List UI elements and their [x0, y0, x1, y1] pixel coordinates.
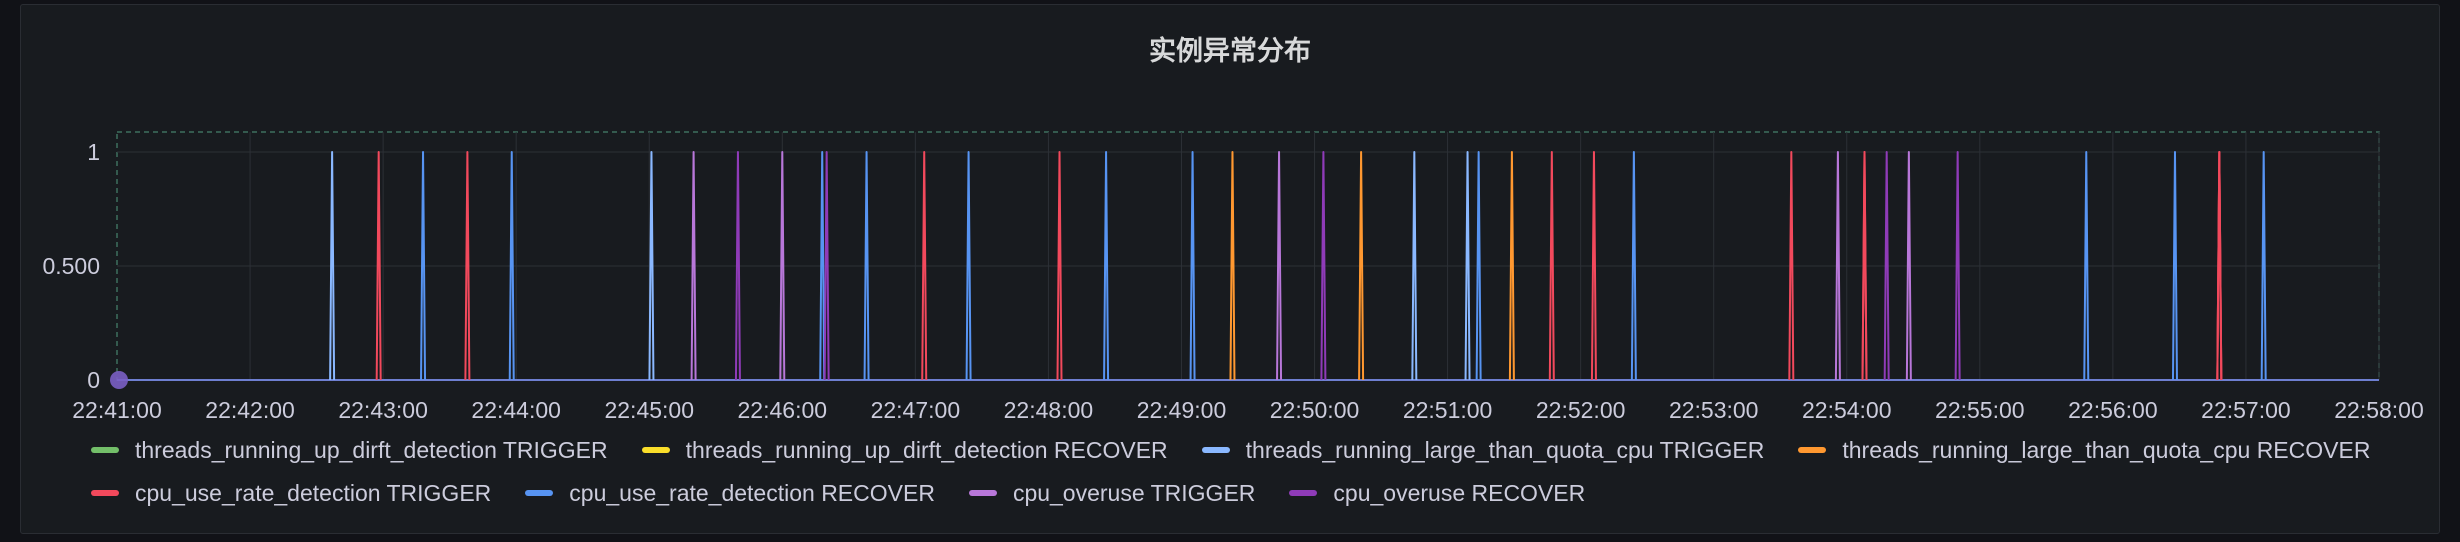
series-start-marker — [110, 371, 128, 389]
series-spike — [690, 151, 697, 381]
x-tick-label: 22:48:00 — [1004, 397, 1094, 423]
y-tick-label: 0.500 — [42, 253, 100, 279]
series-spike — [420, 151, 427, 381]
series-spike — [1411, 151, 1418, 381]
x-tick-label: 22:54:00 — [1802, 397, 1892, 423]
series-spike — [2171, 151, 2178, 381]
series-spike — [1276, 151, 1283, 381]
legend-swatch — [525, 490, 554, 496]
legend-item[interactable]: threads_running_large_than_quota_cpu REC… — [1798, 435, 2370, 465]
legend-swatch — [968, 490, 997, 496]
legend-swatch — [1798, 447, 1827, 453]
series-spike — [1905, 151, 1912, 381]
x-tick-label: 22:46:00 — [738, 397, 828, 423]
series-spike — [329, 151, 336, 381]
series-spike — [819, 151, 826, 381]
series-spike — [464, 151, 471, 381]
legend-label: cpu_use_rate_detection RECOVER — [569, 479, 935, 506]
series-spike — [1630, 151, 1637, 381]
series-spike — [1954, 151, 1961, 381]
chart-legend: threads_running_up_dirft_detection TRIGG… — [91, 435, 2441, 508]
x-tick-label: 22:58:00 — [2334, 397, 2424, 423]
series-spike — [1320, 151, 1327, 381]
x-tick-label: 22:56:00 — [2068, 397, 2158, 423]
legend-item[interactable]: cpu_use_rate_detection RECOVER — [525, 478, 935, 508]
y-tick-label: 1 — [87, 139, 100, 165]
series-spike — [1834, 151, 1841, 381]
series-spike — [1464, 151, 1471, 381]
series-spike — [1788, 151, 1795, 381]
legend-item[interactable]: cpu_use_rate_detection TRIGGER — [91, 478, 491, 508]
x-tick-label: 22:49:00 — [1137, 397, 1227, 423]
panel-title: 实例异常分布 — [1149, 36, 1311, 66]
legend-label: threads_running_large_than_quota_cpu REC… — [1842, 436, 2371, 463]
legend-label: cpu_overuse RECOVER — [1333, 479, 1586, 506]
x-tick-label: 22:55:00 — [1935, 397, 2025, 423]
series-spike — [1103, 151, 1110, 381]
legend-item[interactable]: cpu_overuse TRIGGER — [968, 478, 1256, 508]
series-spike — [1883, 151, 1890, 381]
legend-label: threads_running_large_than_quota_cpu TRI… — [1245, 436, 1765, 463]
series-spike — [2216, 151, 2223, 381]
series-spike — [1861, 151, 1868, 381]
legend-item[interactable]: threads_running_large_than_quota_cpu TRI… — [1201, 435, 1765, 465]
legend-label: threads_running_up_dirft_detection TRIGG… — [135, 436, 608, 463]
series-spike — [921, 151, 928, 381]
series-spike — [508, 151, 515, 381]
x-tick-label: 22:53:00 — [1669, 397, 1759, 423]
series-spike — [1508, 151, 1515, 381]
series-spike — [2260, 151, 2267, 381]
series-spike — [1056, 151, 1063, 381]
series-spike — [1229, 151, 1236, 381]
x-tick-label: 22:45:00 — [604, 397, 694, 423]
series-spike — [1189, 151, 1196, 381]
series-spike — [1590, 151, 1597, 381]
legend-swatch — [91, 447, 119, 453]
x-tick-label: 22:50:00 — [1270, 397, 1360, 423]
x-tick-label: 22:57:00 — [2201, 397, 2291, 423]
plot-area-frame — [116, 131, 2380, 381]
legend-item[interactable]: cpu_overuse RECOVER — [1289, 478, 1585, 508]
series-spike — [823, 151, 830, 381]
x-tick-label: 22:42:00 — [205, 397, 295, 423]
legend-item[interactable]: threads_running_up_dirft_detection TRIGG… — [91, 435, 608, 465]
x-tick-label: 22:43:00 — [338, 397, 428, 423]
x-tick-label: 22:51:00 — [1403, 397, 1493, 423]
x-tick-label: 22:52:00 — [1536, 397, 1626, 423]
legend-label: cpu_use_rate_detection TRIGGER — [135, 479, 492, 506]
series-spike — [863, 151, 870, 381]
x-tick-label: 22:44:00 — [471, 397, 561, 423]
series-spike — [965, 151, 972, 381]
legend-swatch — [641, 447, 670, 453]
series-spike — [648, 151, 655, 381]
x-tick-label: 22:47:00 — [871, 397, 961, 423]
series-spike — [375, 151, 382, 381]
y-tick-label: 0 — [87, 367, 100, 393]
legend-item[interactable]: threads_running_up_dirft_detection RECOV… — [641, 435, 1168, 465]
series-spike — [1475, 151, 1482, 381]
legend-swatch — [1289, 490, 1318, 496]
series-spike — [1548, 151, 1555, 381]
x-tick-label: 22:41:00 — [72, 397, 162, 423]
legend-swatch — [91, 490, 119, 496]
legend-swatch — [1201, 447, 1230, 453]
series-spike — [779, 151, 786, 381]
legend-label: threads_running_up_dirft_detection RECOV… — [685, 436, 1168, 463]
series-spike — [2083, 151, 2090, 381]
legend-label: cpu_overuse TRIGGER — [1012, 479, 1256, 506]
series-spike — [734, 151, 741, 381]
series-spike — [1358, 151, 1365, 381]
